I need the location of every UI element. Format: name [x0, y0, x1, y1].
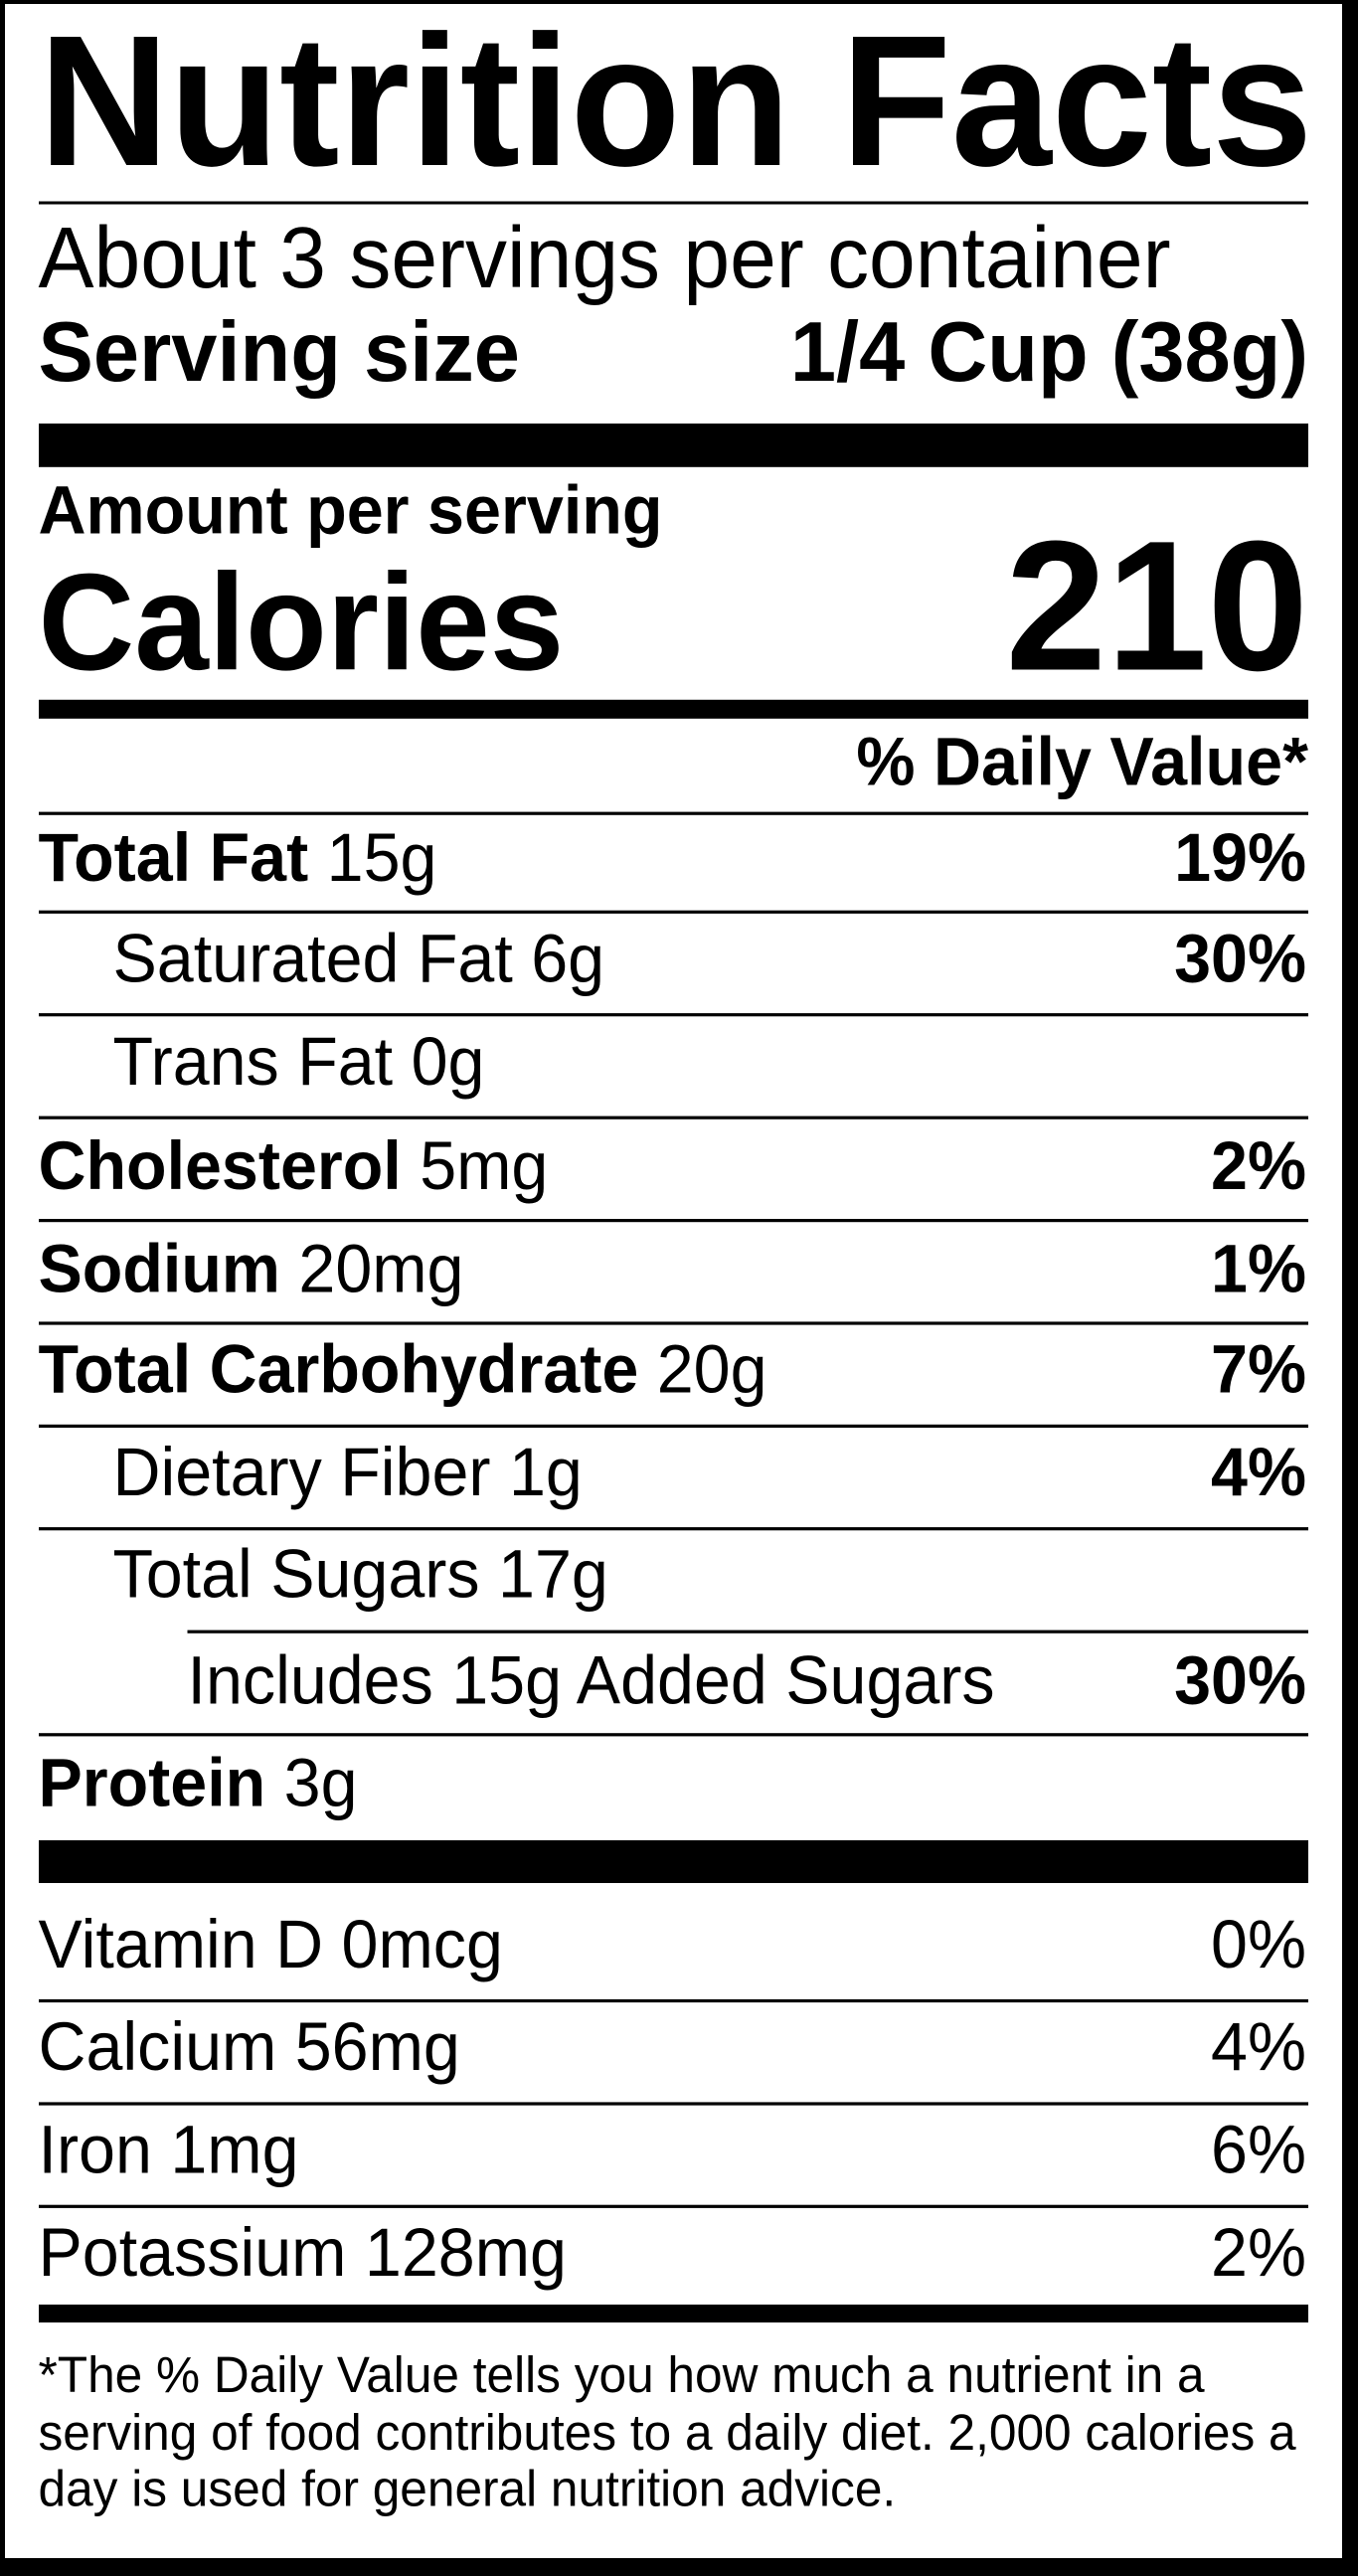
svg-text:Total Sugars 17g: Total Sugars 17g: [113, 1537, 608, 1613]
svg-text:Total Carbohydrate 20g: Total Carbohydrate 20g: [39, 1331, 767, 1407]
svg-text:% Daily Value*: % Daily Value*: [856, 725, 1308, 800]
svg-text:Dietary Fiber 1g: Dietary Fiber 1g: [113, 1435, 583, 1510]
svg-text:7%: 7%: [1211, 1331, 1306, 1407]
svg-text:0%: 0%: [1211, 1907, 1306, 1982]
svg-text:19%: 19%: [1174, 820, 1306, 896]
svg-text:Serving size: Serving size: [39, 304, 520, 400]
svg-text:4%: 4%: [1211, 1435, 1306, 1510]
svg-text:Calcium 56mg: Calcium 56mg: [39, 2009, 460, 2085]
svg-text:About 3 servings per container: About 3 servings per container: [39, 211, 1171, 307]
svg-text:2%: 2%: [1211, 1128, 1306, 1204]
svg-text:*The % Daily Value tells you h: *The % Daily Value tells you how much a …: [39, 2345, 1206, 2403]
svg-text:210: 210: [1006, 503, 1308, 710]
svg-text:4%: 4%: [1211, 2009, 1306, 2085]
svg-text:Amount per serving: Amount per serving: [39, 473, 663, 549]
svg-text:2%: 2%: [1211, 2215, 1306, 2291]
svg-text:1%: 1%: [1211, 1232, 1306, 1307]
svg-text:day is used for general nutrit: day is used for general nutrition advice…: [39, 2460, 897, 2517]
svg-text:Cholesterol 5mg: Cholesterol 5mg: [39, 1128, 549, 1204]
svg-text:Includes 15g Added Sugars: Includes 15g Added Sugars: [188, 1642, 995, 1718]
svg-text:30%: 30%: [1174, 1642, 1306, 1718]
svg-text:Iron 1mg: Iron 1mg: [39, 2113, 299, 2188]
svg-text:Saturated Fat 6g: Saturated Fat 6g: [113, 922, 605, 997]
svg-text:1/4 Cup (38g): 1/4 Cup (38g): [790, 304, 1308, 400]
svg-text:Trans Fat 0g: Trans Fat 0g: [113, 1024, 485, 1100]
svg-text:Total Fat 15g: Total Fat 15g: [39, 820, 437, 896]
svg-text:Protein 3g: Protein 3g: [39, 1746, 358, 1821]
svg-text:6%: 6%: [1211, 2113, 1306, 2188]
svg-text:Sodium 20mg: Sodium 20mg: [39, 1232, 464, 1307]
svg-text:30%: 30%: [1174, 922, 1306, 997]
svg-text:Vitamin D 0mcg: Vitamin D 0mcg: [39, 1907, 503, 1982]
svg-text:Calories: Calories: [39, 545, 565, 698]
svg-text:Nutrition Facts: Nutrition Facts: [39, 0, 1312, 206]
svg-text:serving of food contributes to: serving of food contributes to a daily d…: [39, 2403, 1297, 2461]
svg-text:Potassium 128mg: Potassium 128mg: [39, 2215, 567, 2291]
